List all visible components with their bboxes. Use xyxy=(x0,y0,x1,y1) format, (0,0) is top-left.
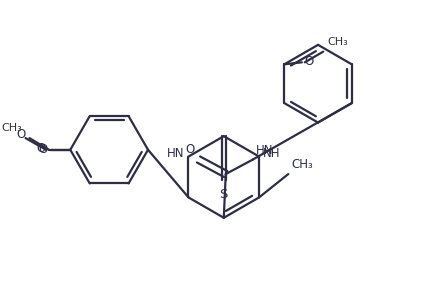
Text: O: O xyxy=(305,55,314,68)
Text: O: O xyxy=(16,128,26,141)
Text: CH₃: CH₃ xyxy=(1,123,22,133)
Text: NH: NH xyxy=(263,147,281,160)
Text: O: O xyxy=(39,143,48,156)
Text: CH₃: CH₃ xyxy=(327,37,348,47)
Text: O: O xyxy=(37,142,46,155)
Text: HN: HN xyxy=(167,147,184,160)
Text: HN: HN xyxy=(256,144,273,156)
Text: CH₃: CH₃ xyxy=(291,158,313,171)
Text: O: O xyxy=(185,143,195,156)
Text: S: S xyxy=(219,188,228,201)
